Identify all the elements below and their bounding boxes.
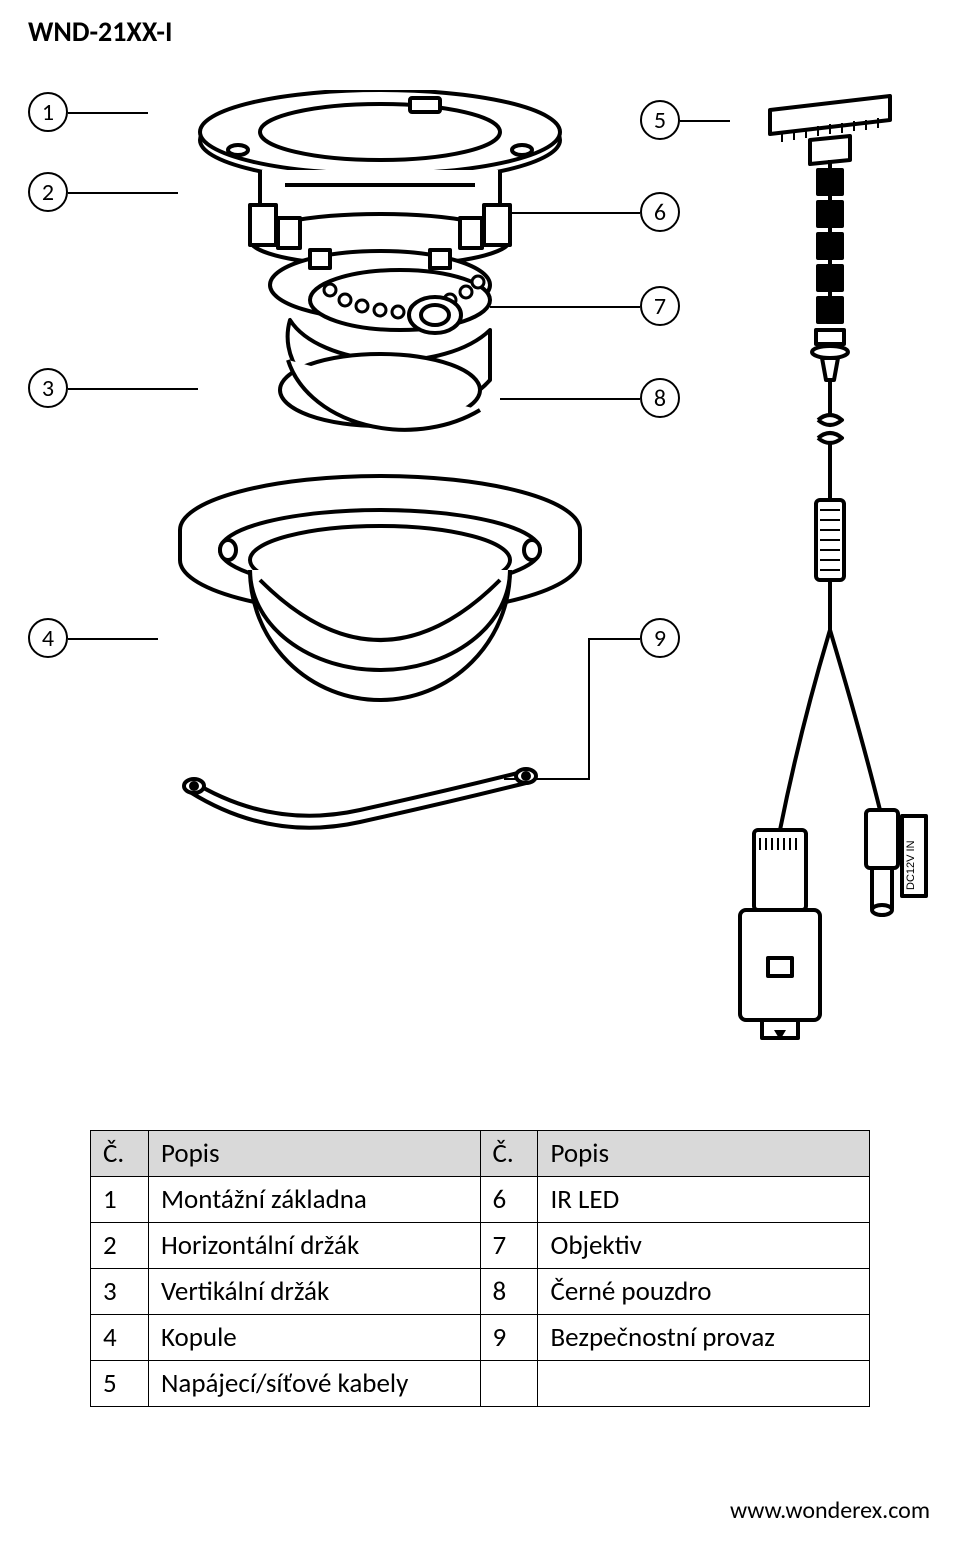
legend-cell: Vertikální držák [148,1269,480,1315]
legend-row: 4 Kopule 9 Bezpečnostní provaz [91,1315,870,1361]
footer-url: www.wonderex.com [730,1496,930,1525]
legend-cell: Bezpečnostní provaz [538,1315,870,1361]
callout-1: 1 [28,92,68,132]
legend-cell: IR LED [538,1177,870,1223]
safety-strap-drawing [170,740,550,850]
callout-4: 4 [28,618,68,658]
callout-7: 7 [640,286,680,326]
camera-drawing [130,90,610,710]
legend-cell: 4 [91,1315,149,1361]
legend-cell: 6 [480,1177,538,1223]
legend-header-row: Č. Popis Č. Popis [91,1131,870,1177]
callout-8: 8 [640,378,680,418]
legend-cell: Horizontální držák [148,1223,480,1269]
legend-table: Č. Popis Č. Popis 1 Montážní základna 6 … [90,1130,870,1407]
legend-cell: Montážní základna [148,1177,480,1223]
callout-2: 2 [28,172,68,212]
legend-cell: 1 [91,1177,149,1223]
legend-cell: 8 [480,1269,538,1315]
callout-6: 6 [640,192,680,232]
callout-5: 5 [640,100,680,140]
legend-header-num: Č. [91,1131,149,1177]
legend-cell [538,1361,870,1407]
callout-9: 9 [640,618,680,658]
legend-cell: Objektiv [538,1223,870,1269]
legend-cell: 2 [91,1223,149,1269]
legend-cell: Kopule [148,1315,480,1361]
legend-cell: Černé pouzdro [538,1269,870,1315]
legend-header-num2: Č. [480,1131,538,1177]
legend-cell [480,1361,538,1407]
legend-cell: 7 [480,1223,538,1269]
exploded-diagram: 1 2 3 4 5 6 7 8 9 [0,60,960,1110]
callout-3: 3 [28,368,68,408]
page-title: WND-21XX-I [28,14,172,49]
legend-cell: Napájecí/síťové kabely [148,1361,480,1407]
legend-row: 2 Horizontální držák 7 Objektiv [91,1223,870,1269]
cable-assembly-drawing: DC12V IN [710,90,930,1070]
legend-cell: 5 [91,1361,149,1407]
legend-header-desc: Popis [148,1131,480,1177]
legend-cell: 3 [91,1269,149,1315]
dc-label: DC12V IN [905,840,917,890]
legend-header-desc2: Popis [538,1131,870,1177]
legend-cell: 9 [480,1315,538,1361]
legend-row: 5 Napájecí/síťové kabely [91,1361,870,1407]
legend-row: 3 Vertikální držák 8 Černé pouzdro [91,1269,870,1315]
legend-row: 1 Montážní základna 6 IR LED [91,1177,870,1223]
